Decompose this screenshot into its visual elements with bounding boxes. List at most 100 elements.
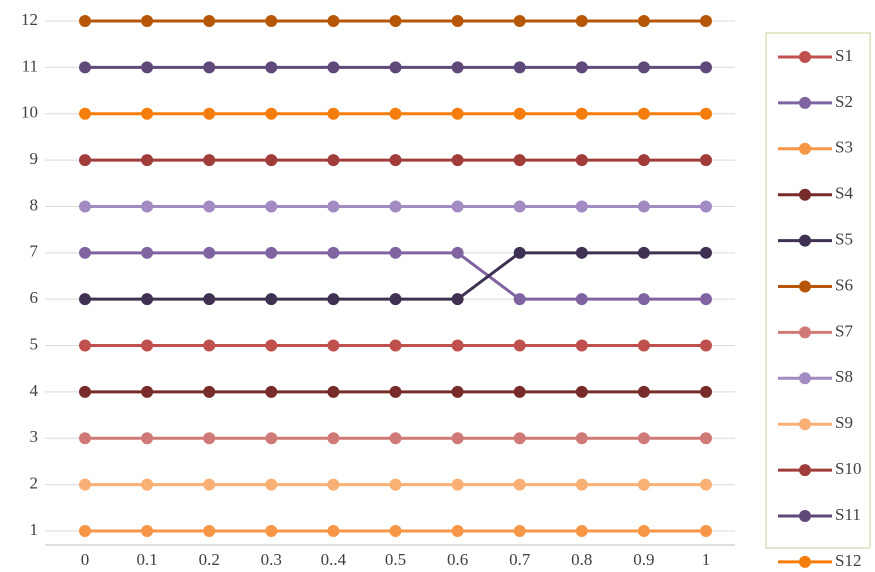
series-marker bbox=[700, 200, 712, 213]
series-marker bbox=[700, 432, 712, 445]
legend-label: S3 bbox=[835, 138, 853, 157]
series-marker bbox=[203, 200, 216, 213]
series-marker bbox=[203, 61, 216, 74]
series-marker bbox=[451, 15, 464, 27]
series-line bbox=[85, 251, 706, 301]
legend-label: S12 bbox=[835, 551, 861, 570]
series-marker bbox=[203, 525, 216, 537]
series-marker bbox=[637, 478, 650, 491]
y-tick-label: 8 bbox=[30, 195, 39, 214]
series-marker bbox=[141, 525, 154, 537]
legend-box bbox=[765, 32, 871, 549]
y-tick-label: 6 bbox=[30, 288, 39, 307]
series-marker bbox=[141, 432, 154, 445]
series-marker bbox=[265, 432, 278, 445]
x-tick-label: 0.7 bbox=[509, 550, 531, 569]
y-tick-label: 9 bbox=[30, 149, 39, 168]
series-marker bbox=[700, 293, 712, 306]
y-tick-label: 2 bbox=[30, 474, 39, 493]
series-marker bbox=[265, 154, 278, 167]
series-marker bbox=[203, 339, 216, 352]
series-marker bbox=[513, 15, 526, 27]
series-marker bbox=[575, 525, 588, 537]
series-marker bbox=[700, 154, 712, 167]
series-marker bbox=[575, 154, 588, 167]
series-marker bbox=[637, 385, 650, 398]
series-marker bbox=[451, 154, 464, 167]
series-marker bbox=[327, 432, 340, 445]
legend-marker bbox=[799, 96, 811, 109]
series-marker bbox=[389, 15, 402, 27]
series-marker bbox=[513, 246, 526, 259]
y-tick-label: 3 bbox=[30, 427, 39, 446]
series-marker bbox=[203, 246, 216, 259]
series-marker bbox=[203, 154, 216, 167]
series-marker bbox=[513, 385, 526, 398]
legend-marker bbox=[799, 555, 811, 568]
series-marker bbox=[451, 200, 464, 213]
series-marker bbox=[141, 15, 154, 27]
series-marker bbox=[203, 293, 216, 306]
legend-marker bbox=[799, 188, 811, 201]
series-marker bbox=[141, 339, 154, 352]
series-marker bbox=[451, 246, 464, 259]
series-marker bbox=[141, 293, 154, 306]
series-marker bbox=[513, 525, 526, 537]
series-marker bbox=[700, 339, 712, 352]
legend-label: S2 bbox=[835, 92, 853, 111]
x-tick-label: 0..4 bbox=[321, 550, 347, 569]
legend-label: S10 bbox=[835, 459, 861, 478]
series-marker bbox=[575, 385, 588, 398]
series-marker bbox=[79, 385, 91, 398]
series-marker bbox=[79, 15, 91, 27]
series-marker bbox=[575, 246, 588, 259]
series-marker bbox=[513, 61, 526, 74]
series-marker bbox=[265, 339, 278, 352]
legend-label: S9 bbox=[835, 413, 853, 432]
series-marker bbox=[265, 15, 278, 27]
series-marker bbox=[451, 432, 464, 445]
series-marker bbox=[79, 246, 91, 259]
series-marker bbox=[513, 200, 526, 213]
series-marker bbox=[327, 246, 340, 259]
series-marker bbox=[327, 15, 340, 27]
series-marker bbox=[513, 293, 526, 306]
series-marker bbox=[79, 107, 91, 120]
series-marker bbox=[700, 107, 712, 120]
series-marker bbox=[700, 385, 712, 398]
series-marker bbox=[327, 200, 340, 213]
series-marker bbox=[575, 478, 588, 491]
legend-label: S6 bbox=[835, 275, 853, 294]
series-marker bbox=[637, 107, 650, 120]
series-marker bbox=[389, 339, 402, 352]
legend-marker bbox=[799, 234, 811, 247]
series-marker bbox=[700, 246, 712, 259]
series-marker bbox=[141, 154, 154, 167]
series-marker bbox=[327, 385, 340, 398]
legend-marker bbox=[799, 418, 811, 431]
series-marker bbox=[637, 200, 650, 213]
series-marker bbox=[637, 61, 650, 74]
legend-marker bbox=[799, 51, 811, 63]
series-marker bbox=[451, 293, 464, 306]
series-marker bbox=[265, 61, 278, 74]
series-marker bbox=[575, 15, 588, 27]
x-tick-label: 0.2 bbox=[199, 550, 220, 569]
y-tick-label: 7 bbox=[30, 242, 39, 261]
series-marker bbox=[141, 478, 154, 491]
series-line bbox=[85, 251, 706, 301]
series-marker bbox=[327, 154, 340, 167]
legend-marker bbox=[799, 280, 811, 293]
series-marker bbox=[265, 385, 278, 398]
series-marker bbox=[79, 61, 91, 74]
series-marker bbox=[389, 154, 402, 167]
series-marker bbox=[265, 293, 278, 306]
x-tick-label: 0.3 bbox=[261, 550, 282, 569]
series-marker bbox=[203, 478, 216, 491]
x-tick-label: 0.8 bbox=[571, 550, 592, 569]
series-marker bbox=[327, 293, 340, 306]
series-marker bbox=[389, 200, 402, 213]
series-marker bbox=[327, 525, 340, 537]
legend-label: S5 bbox=[835, 230, 853, 249]
